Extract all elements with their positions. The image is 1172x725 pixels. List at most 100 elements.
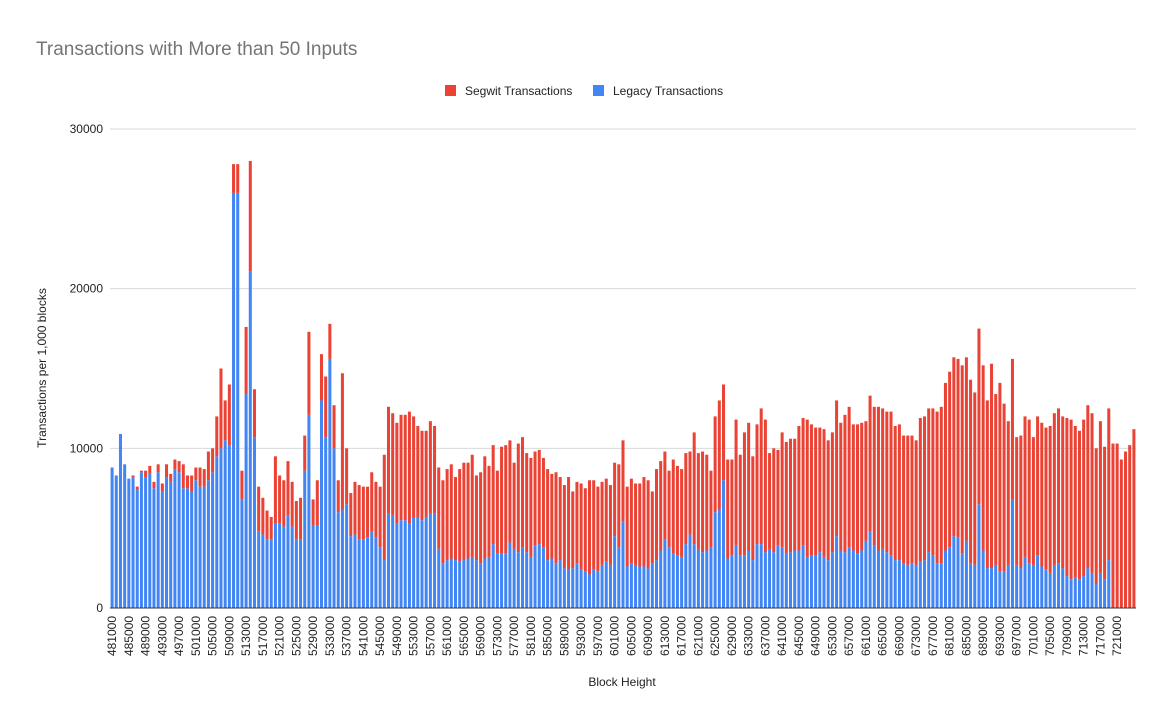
x-tick-label: 621000 — [691, 616, 705, 656]
bar-legacy — [1069, 579, 1073, 608]
bar-segwit — [286, 461, 290, 516]
bar-legacy — [424, 516, 428, 608]
bar-segwit — [1094, 448, 1098, 585]
bar-segwit — [299, 497, 303, 540]
x-tick-label: 705000 — [1043, 616, 1057, 656]
bar-segwit — [1006, 421, 1010, 565]
bar-segwit — [885, 411, 889, 553]
bar-segwit — [998, 382, 1002, 572]
x-tick-label: 565000 — [457, 616, 471, 656]
bar-legacy — [290, 526, 294, 608]
bar-legacy — [914, 564, 918, 608]
bar-legacy — [332, 448, 336, 608]
x-tick-label: 713000 — [1077, 616, 1091, 656]
bar-legacy — [361, 539, 365, 608]
bar-legacy — [638, 566, 642, 608]
bar-segwit — [876, 406, 880, 551]
bar-legacy — [730, 555, 734, 608]
bar-legacy — [1048, 572, 1052, 608]
bar-segwit — [776, 449, 780, 546]
bar-segwit — [822, 429, 826, 557]
bar-legacy — [814, 555, 818, 608]
bar-legacy — [412, 516, 416, 608]
bar-segwit — [780, 432, 784, 548]
bar-legacy — [1098, 572, 1102, 608]
bar-segwit — [939, 406, 943, 564]
bar-segwit — [206, 451, 210, 481]
bar-legacy — [1103, 579, 1107, 608]
bar-segwit — [608, 485, 612, 565]
bar-segwit — [906, 435, 910, 565]
bar-segwit — [1015, 437, 1019, 565]
bar-segwit — [290, 481, 294, 527]
bar-legacy — [395, 523, 399, 608]
bar-legacy — [579, 569, 583, 608]
bar-segwit — [734, 419, 738, 546]
bar-legacy — [902, 563, 906, 608]
bar-segwit — [353, 481, 357, 535]
bar-segwit — [273, 456, 277, 524]
bar-legacy — [990, 568, 994, 608]
bar-segwit — [650, 491, 654, 564]
bar-legacy — [801, 545, 805, 608]
bar-segwit — [646, 480, 650, 569]
bar-legacy — [324, 437, 328, 608]
bar-segwit — [453, 477, 457, 561]
bar-legacy — [123, 464, 127, 608]
bar-legacy — [701, 552, 705, 608]
bar-segwit — [897, 424, 901, 561]
bar-legacy — [830, 552, 834, 608]
bar-segwit — [738, 454, 742, 556]
bar-segwit — [324, 376, 328, 438]
bar-segwit — [1132, 429, 1136, 608]
x-tick-label: 553000 — [407, 616, 421, 656]
bar-legacy — [1036, 555, 1040, 608]
bar-legacy — [294, 539, 298, 608]
bar-segwit — [428, 421, 432, 514]
bar-segwit — [709, 470, 713, 548]
bar-segwit — [173, 459, 177, 470]
bar-segwit — [629, 478, 633, 564]
bar-legacy — [776, 545, 780, 608]
bar-legacy — [696, 548, 700, 608]
bar-segwit — [403, 414, 407, 521]
bar-legacy — [500, 553, 504, 608]
bar-segwit — [956, 358, 960, 538]
bar-segwit — [625, 486, 629, 567]
bar-segwit — [1119, 459, 1123, 608]
bar-legacy — [755, 544, 759, 608]
bar-legacy — [1040, 566, 1044, 608]
bar-legacy — [1107, 560, 1111, 608]
bar-segwit — [1048, 425, 1052, 573]
x-tick-label: 609000 — [641, 616, 655, 656]
bar-legacy — [1019, 568, 1023, 608]
bar-segwit — [370, 472, 374, 532]
bar-legacy — [307, 414, 311, 608]
bar-legacy — [370, 531, 374, 608]
bar-legacy — [818, 552, 822, 608]
bar-legacy — [529, 556, 533, 608]
bar-legacy — [508, 542, 512, 608]
bar-segwit — [1082, 419, 1086, 577]
bar-segwit — [759, 408, 763, 545]
bar-legacy — [789, 552, 793, 608]
bar-segwit — [860, 422, 864, 551]
bar-legacy — [144, 477, 148, 608]
x-tick-label: 605000 — [624, 616, 638, 656]
bar-segwit — [872, 406, 876, 546]
bar-segwit — [395, 422, 399, 524]
bar-legacy — [148, 473, 152, 608]
bar-segwit — [914, 440, 918, 565]
bar-segwit — [508, 440, 512, 543]
bar-legacy — [311, 524, 315, 608]
bar-segwit — [1111, 443, 1115, 608]
bar-legacy — [357, 539, 361, 608]
bar-segwit — [583, 488, 587, 572]
bar-legacy — [839, 550, 843, 608]
bar-legacy — [173, 469, 177, 608]
bar-legacy — [809, 555, 813, 608]
bar-segwit — [533, 451, 537, 546]
bar-legacy — [927, 552, 931, 608]
bar-segwit — [332, 405, 336, 449]
bar-legacy — [252, 437, 256, 608]
